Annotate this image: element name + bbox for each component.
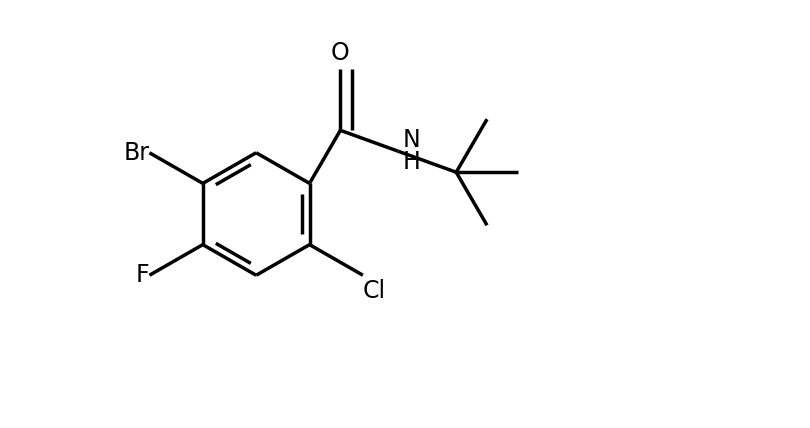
Text: Br: Br (123, 141, 149, 165)
Text: O: O (331, 41, 350, 65)
Text: N
H: N H (403, 128, 420, 174)
Text: F: F (136, 263, 149, 287)
Text: Cl: Cl (363, 279, 386, 303)
